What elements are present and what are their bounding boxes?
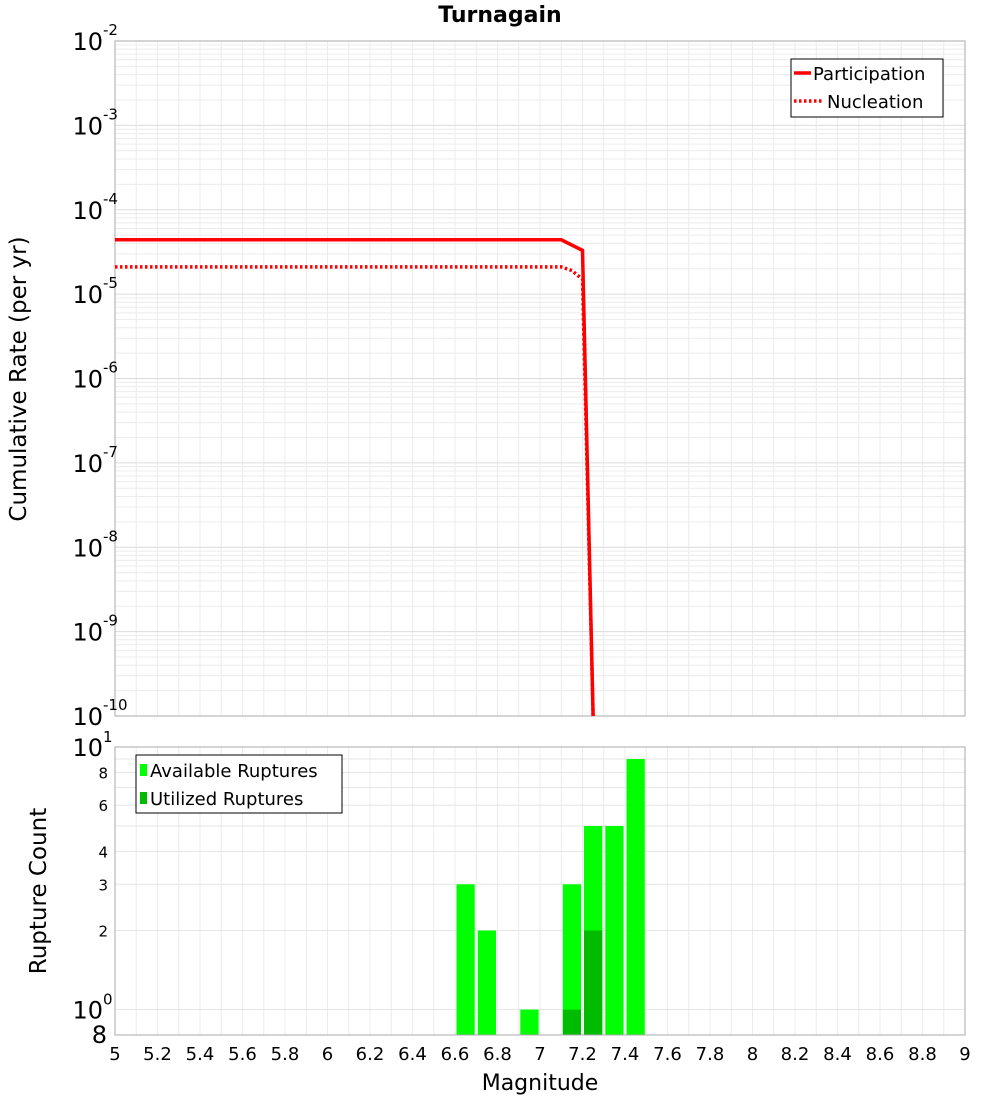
top-y-tick-label: 10 bbox=[72, 197, 103, 225]
bottom-legend-box bbox=[135, 754, 343, 814]
bottom-plot-frame bbox=[114, 746, 966, 1036]
bottom-y-tick-label: 8 bbox=[98, 764, 108, 782]
top-y-tick-exponent: -8 bbox=[103, 527, 118, 545]
x-tick-label: 7.4 bbox=[611, 1044, 640, 1065]
top-legend: Participation Nucleation bbox=[790, 58, 944, 118]
x-tick-label: 7.6 bbox=[653, 1044, 682, 1065]
top-y-tick-label: 10 bbox=[72, 281, 103, 309]
x-tick-label: 8.2 bbox=[781, 1044, 810, 1065]
available-rupture-bar bbox=[562, 884, 581, 1035]
x-tick-label: 8 bbox=[747, 1044, 758, 1065]
top-y-tick-exponent: -10 bbox=[103, 696, 128, 714]
x-tick-label: 5.2 bbox=[143, 1044, 172, 1065]
available-rupture-bar bbox=[605, 826, 624, 1035]
top-y-tick-exponent: -5 bbox=[103, 274, 118, 292]
top-plot-grid bbox=[114, 41, 966, 717]
bottom-y-axis-label: Rupture Count bbox=[26, 808, 52, 974]
legend-nucleation-label: Nucleation bbox=[827, 92, 923, 113]
top-y-tick-exponent: -7 bbox=[103, 443, 118, 461]
top-y-tick-label: 10 bbox=[72, 534, 103, 562]
x-axis-label: Magnitude bbox=[482, 1071, 599, 1096]
bottom-y-decade-label: 10 bbox=[72, 997, 103, 1025]
top-y-tick-exponent: -2 bbox=[103, 21, 118, 39]
top-y-tick-exponent: -4 bbox=[103, 190, 118, 208]
top-y-tick-exponent: -6 bbox=[103, 359, 118, 377]
x-tick-label: 8.4 bbox=[823, 1044, 852, 1065]
available-rupture-bar bbox=[520, 1009, 539, 1035]
x-tick-label: 5.8 bbox=[271, 1044, 300, 1065]
x-tick-label: 5 bbox=[109, 1044, 120, 1065]
x-tick-label: 7 bbox=[534, 1044, 545, 1065]
bottom-y-tick-label: 6 bbox=[98, 797, 108, 815]
bottom-y-decade-exponent: 1 bbox=[103, 728, 113, 746]
top-y-tick-label: 10 bbox=[72, 703, 103, 731]
available-rupture-bar bbox=[456, 884, 475, 1035]
legend-available-swatch bbox=[140, 764, 147, 776]
top-y-tick-label: 10 bbox=[72, 366, 103, 394]
bottom-y-decade-label: 10 bbox=[72, 734, 103, 762]
top-plot-frame bbox=[114, 40, 966, 717]
bottom-y-tick-label: 2 bbox=[98, 923, 108, 941]
utilized-rupture-bar bbox=[584, 930, 603, 1035]
legend-available-label: Available Ruptures bbox=[150, 761, 318, 782]
top-y-tick-label: 10 bbox=[72, 619, 103, 647]
x-tick-label: 5.4 bbox=[186, 1044, 215, 1065]
legend-participation-label: Participation bbox=[813, 64, 925, 85]
bottom-y-tick-label: 3 bbox=[98, 876, 108, 894]
x-tick-label: 6.8 bbox=[483, 1044, 512, 1065]
chart-title: Turnagain bbox=[438, 3, 561, 28]
top-legend-box bbox=[790, 58, 944, 118]
top-plot-series bbox=[115, 238, 595, 717]
top-y-tick-exponent: -3 bbox=[103, 105, 118, 123]
x-tick-label: 6.4 bbox=[398, 1044, 427, 1065]
nucleation-line bbox=[115, 265, 595, 717]
x-tick-label: 7.2 bbox=[568, 1044, 597, 1065]
bottom-y-min-label: 8 bbox=[92, 1021, 107, 1049]
x-tick-label: 5.6 bbox=[228, 1044, 257, 1065]
top-y-axis-label: Cumulative Rate (per yr) bbox=[6, 236, 32, 521]
x-tick-label: 6 bbox=[322, 1044, 333, 1065]
top-y-tick-label: 10 bbox=[72, 28, 103, 56]
x-tick-label: 6.6 bbox=[441, 1044, 470, 1065]
utilized-rupture-bar bbox=[562, 1009, 581, 1035]
bottom-plot-bars bbox=[456, 759, 645, 1035]
x-tick-label: 7.8 bbox=[696, 1044, 725, 1065]
bottom-y-decade-exponent: 0 bbox=[103, 991, 113, 1009]
available-rupture-bar bbox=[477, 930, 496, 1035]
legend-utilized-swatch bbox=[140, 792, 147, 804]
x-tick-label: 8.6 bbox=[866, 1044, 895, 1065]
top-y-tick-label: 10 bbox=[72, 450, 103, 478]
bottom-x-tick-labels: 5 5.2 5.4 5.6 5.8 6 6.2 6.4 6.6 6.8 7 7.2 7.4 7.6 7.8 8… bbox=[109, 1044, 970, 1065]
top-y-tick-labels: 10-210-310-410-510-610-710-810-910-10 bbox=[72, 21, 127, 731]
x-tick-label: 8.8 bbox=[908, 1044, 937, 1065]
top-y-tick-label: 10 bbox=[72, 112, 103, 140]
x-tick-label: 9 bbox=[959, 1044, 970, 1065]
legend-utilized-label: Utilized Ruptures bbox=[150, 789, 303, 810]
available-rupture-bar bbox=[626, 759, 645, 1035]
x-tick-label: 6.2 bbox=[356, 1044, 385, 1065]
bottom-y-tick-label: 4 bbox=[98, 843, 108, 861]
bottom-legend: Available Ruptures Utilized Ruptures bbox=[135, 754, 343, 814]
top-y-tick-exponent: -9 bbox=[103, 612, 118, 630]
